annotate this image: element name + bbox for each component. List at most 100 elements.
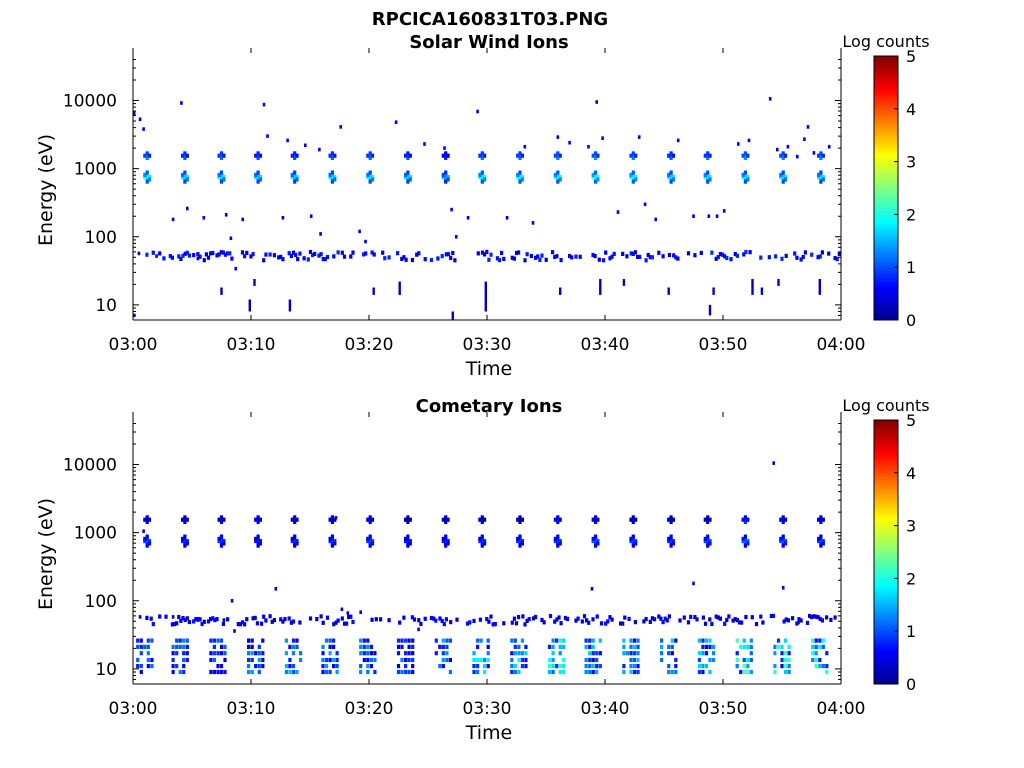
sweep-cell [819, 153, 823, 158]
block-cell [584, 664, 588, 669]
band-cell [283, 617, 287, 622]
block-cell [369, 644, 373, 649]
band-cell [661, 620, 665, 625]
block-cell [448, 657, 452, 663]
band-cell [593, 254, 597, 259]
sweep-cell [706, 539, 710, 544]
band-cell [308, 249, 313, 255]
block-cell [182, 638, 186, 643]
scatter-point [196, 618, 200, 622]
sweep-cell [183, 541, 187, 546]
band-cell [742, 252, 746, 257]
band-cell [362, 252, 366, 257]
sweep-cell [819, 539, 823, 544]
sweep-cell [295, 541, 299, 546]
block-cell [749, 644, 753, 649]
sweep-cell [258, 539, 262, 544]
block-cell [510, 638, 514, 643]
block-cell [396, 664, 401, 669]
band-cell [774, 254, 778, 259]
block-cell [701, 651, 705, 656]
band-cell [151, 622, 155, 627]
sweep-cell [478, 517, 482, 522]
scatter-point [171, 217, 175, 222]
colorbar-segment [874, 588, 898, 593]
band-cell [226, 617, 230, 622]
block-cell [773, 664, 777, 669]
band-cell [835, 257, 839, 262]
sweep-cell [781, 172, 785, 177]
block-cell [219, 664, 224, 669]
band-cell [829, 617, 833, 622]
block-cell [636, 664, 640, 669]
sweep-cell [480, 153, 484, 158]
scatter-point [556, 135, 560, 139]
block-cell [510, 669, 514, 675]
block-cell [701, 664, 705, 669]
sweep-cell [406, 172, 410, 177]
sweep-cell [330, 517, 334, 522]
sweep-cell [406, 519, 410, 524]
block-cell [667, 664, 671, 669]
sweep-cell [819, 541, 823, 546]
band-cell [646, 252, 650, 258]
sweep-cell [183, 539, 187, 544]
sweep-cell [671, 517, 675, 522]
colorbar-segment [874, 188, 898, 192]
sweep-cell [781, 179, 785, 184]
colorbar-segment [874, 641, 898, 645]
scatter-point [722, 209, 726, 213]
block-cell [216, 664, 220, 669]
block-cell [670, 651, 674, 656]
band-cell [402, 255, 406, 260]
band-cell [623, 615, 627, 620]
band-cell [268, 252, 272, 257]
sweep-cell [706, 177, 710, 182]
sweep-cell [293, 543, 297, 548]
x-tick-label: 04:00 [817, 335, 866, 355]
scatter-point [781, 586, 785, 590]
block-cell [396, 644, 401, 649]
band-cell [177, 614, 181, 620]
block-cell [584, 657, 588, 663]
colorbar-segment [874, 565, 898, 569]
sweep-cell [746, 517, 750, 522]
band-cell [793, 251, 797, 256]
sweep-cell [556, 519, 560, 524]
sweep-cell [219, 179, 224, 184]
sweep-cell [478, 172, 482, 177]
band-cell [512, 256, 516, 261]
sweep-cell [708, 517, 712, 522]
scatter-point [595, 100, 598, 104]
sweep-cell [290, 153, 294, 158]
sweep-cell [480, 539, 484, 544]
band-cell [534, 255, 538, 260]
scatter-point [796, 154, 799, 159]
band-cell [202, 258, 206, 263]
band-cell [243, 622, 247, 627]
scatter-point [196, 256, 200, 261]
block-cell [143, 644, 147, 649]
colorbar-segment [874, 621, 898, 626]
block-cell [625, 651, 629, 656]
band-cell [542, 620, 546, 625]
block-cell [780, 651, 784, 656]
band-cell [737, 620, 742, 625]
sweep-cell [444, 517, 448, 522]
band-cell [716, 255, 720, 260]
sweep-cell [669, 179, 673, 184]
band-cell [718, 616, 722, 621]
block-cell [150, 657, 154, 663]
band-cell [740, 620, 744, 625]
band-cell [472, 618, 476, 623]
sweep-cell [143, 153, 147, 158]
sweep-cell [629, 175, 633, 180]
band-cell [187, 619, 191, 625]
sweep-cell [819, 151, 823, 156]
sweep-cell [706, 519, 710, 524]
band-cell [672, 253, 676, 258]
band-cell [825, 615, 829, 620]
sweep-cell [671, 175, 675, 180]
block-cell [407, 657, 411, 663]
